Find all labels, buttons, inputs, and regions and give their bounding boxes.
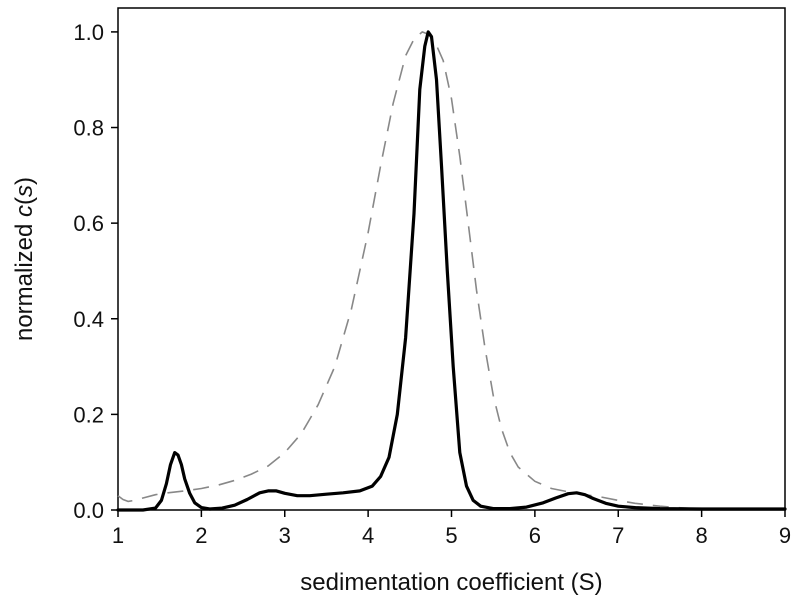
x-tick-label: 6 [529, 523, 541, 548]
x-tick-label: 5 [445, 523, 457, 548]
x-tick-label: 9 [779, 523, 791, 548]
y-tick-label: 0.0 [73, 498, 104, 523]
x-axis-title: sedimentation coefficient (S) [300, 569, 602, 596]
y-tick-label: 0.6 [73, 211, 104, 236]
dashed-series-line [117, 31, 785, 511]
y-axis-title-var: s [11, 185, 38, 197]
y-axis-title: normalized c(s) [11, 177, 38, 341]
x-tick-label: 4 [362, 523, 374, 548]
x-tick-label: 2 [195, 523, 207, 548]
x-tick-label: 3 [279, 523, 291, 548]
x-tick-label: 7 [612, 523, 624, 548]
plot-area [116, 7, 787, 512]
x-tick-label: 1 [112, 523, 124, 548]
y-axis: 0.0 0.2 0.4 0.6 0.8 1.0 [73, 20, 118, 523]
x-axis: 1 2 3 4 5 6 7 8 9 [112, 510, 791, 548]
series-layer [116, 30, 787, 512]
x-tick-label: 8 [696, 523, 708, 548]
y-tick-label: 0.4 [73, 307, 104, 332]
y-tick-label: 0.2 [73, 402, 104, 427]
y-axis-title-open: ( [11, 197, 38, 205]
solid-series-line [116, 30, 787, 512]
y-tick-label: 1.0 [73, 20, 104, 45]
y-axis-title-close: ) [11, 177, 38, 185]
y-axis-title-italic: c [11, 205, 38, 217]
plot-frame [117, 7, 786, 511]
y-axis-title-prefix: normalized [11, 217, 38, 341]
y-tick-label: 0.8 [73, 116, 104, 141]
